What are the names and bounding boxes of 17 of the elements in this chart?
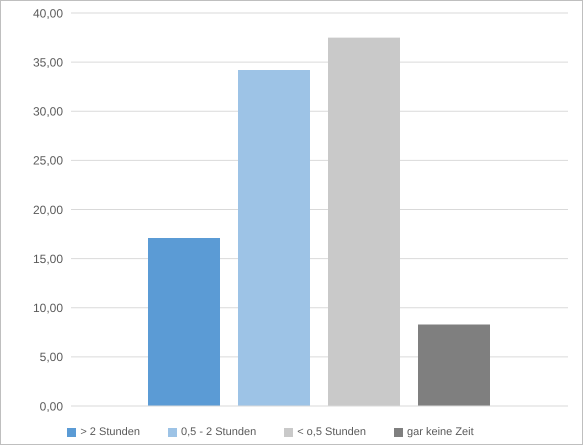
y-tick-label: 35,00 (32, 55, 64, 70)
y-tick-label: 25,00 (32, 154, 64, 168)
y-tick-label: 20,00 (32, 202, 64, 217)
y-tick-label: 40,00 (32, 6, 64, 20)
bar (328, 38, 400, 406)
bar (238, 70, 310, 406)
legend-label: < o,5 Stunden (297, 426, 366, 438)
y-tick-label: 10,00 (32, 301, 64, 316)
legend-label: 0,5 - 2 Stunden (180, 426, 256, 438)
y-tick-label: 5,00 (40, 350, 64, 364)
legend-label: gar keine Zeit (407, 426, 474, 438)
legend-label: > 2 Stunden (80, 426, 140, 438)
bar (418, 324, 490, 406)
bar (148, 238, 220, 406)
y-tick-label: 30,00 (32, 104, 64, 119)
y-tick-label: 0,00 (40, 399, 64, 414)
y-tick-label: 15,00 (32, 252, 64, 266)
